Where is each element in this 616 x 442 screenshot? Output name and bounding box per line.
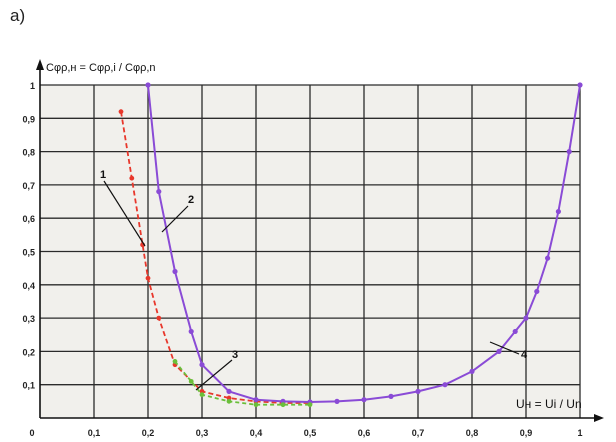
- y-axis-label: Cφρ,н = Cφρ,i / Cφρ,n: [46, 62, 156, 74]
- series-2-point: [388, 393, 394, 399]
- annotation-leader: [489, 341, 520, 355]
- series-2-point: [188, 328, 194, 335]
- y-tick-label: 0,5: [22, 248, 35, 258]
- x-tick-label: 0,8: [466, 428, 479, 438]
- series-2-point: [145, 82, 151, 88]
- y-tick-label: 1: [30, 81, 35, 91]
- chart-grid: [40, 84, 581, 418]
- series-1-point: [156, 315, 162, 321]
- annotation-label: 1: [100, 169, 106, 181]
- x-axis-arrow: [594, 414, 604, 422]
- series-2-point: [280, 398, 286, 404]
- series-2-point: [496, 348, 502, 354]
- series-1-point: [226, 395, 232, 401]
- series-3-point: [307, 402, 313, 408]
- y-tick-label: 0,3: [22, 314, 35, 324]
- x-tick-label: 0,7: [412, 428, 425, 438]
- series-1-point: [145, 275, 151, 281]
- y-tick-label: 0,6: [22, 214, 35, 224]
- series-3-point: [226, 398, 232, 404]
- x-tick-label: 0,6: [358, 428, 371, 438]
- series-2-point: [156, 188, 162, 195]
- series-2-point: [534, 288, 540, 295]
- annotation-label: 2: [188, 194, 194, 206]
- chart-axes: [36, 59, 604, 422]
- series-3-point: [253, 402, 259, 408]
- series-2-point: [361, 397, 367, 403]
- y-tick-label: 0,2: [22, 347, 35, 357]
- series-2-point: [545, 255, 551, 261]
- annotation-label: 3: [232, 349, 238, 361]
- y-tick-label: 0,7: [22, 181, 35, 191]
- chart-tick-labels: 0 0,1 0,2 0,3 0,4 0,5 0,6 0,7 0,8 0,9 1 0,1 0,2 0,3 0,…: [22, 81, 582, 438]
- series-2-point: [226, 388, 232, 394]
- series-2-point: [334, 398, 340, 404]
- annotation-leader: [161, 205, 189, 233]
- chart-annotations: 1 2 3 4: [100, 169, 528, 391]
- x-tick-label: 0,9: [520, 428, 533, 438]
- series-3-point: [172, 358, 178, 364]
- y-tick-label: 0,8: [22, 148, 35, 158]
- x-tick-label: 0,1: [88, 428, 101, 438]
- series-1-point: [129, 175, 135, 181]
- x-tick-label: 0: [29, 428, 34, 438]
- series-1-point: [118, 109, 124, 115]
- series-2-point: [469, 368, 475, 374]
- x-tick-label: 0,4: [250, 428, 263, 438]
- annotation-leader: [103, 180, 146, 247]
- y-tick-label: 0,1: [22, 381, 35, 391]
- series-2-point: [172, 268, 178, 275]
- series-2-point: [577, 82, 583, 88]
- y-axis-arrow: [36, 59, 44, 70]
- series-2-point: [415, 388, 421, 394]
- series-2-point: [199, 362, 205, 368]
- panel-label: a): [10, 6, 26, 25]
- y-tick-label: 0,4: [22, 281, 35, 291]
- series-3-point: [199, 392, 205, 398]
- series-2-point: [555, 208, 562, 215]
- series-2-point: [253, 397, 259, 403]
- annotation-leader: [195, 359, 233, 391]
- chart-series: [118, 82, 583, 408]
- x-tick-label: 0,3: [196, 428, 209, 438]
- y-tick-label: 0,9: [22, 114, 35, 124]
- series-3-point: [188, 378, 194, 384]
- series-2-point: [442, 382, 448, 388]
- x-tick-label: 0,5: [304, 428, 317, 438]
- series-3-point: [280, 402, 286, 408]
- series-2-point: [512, 328, 518, 335]
- x-axis-label: Uн = Ui / Un: [516, 397, 582, 411]
- x-tick-label: 0,2: [142, 428, 155, 438]
- series-2-point: [523, 315, 529, 321]
- annotation-label: 4: [521, 349, 528, 361]
- series-1-point: [199, 388, 205, 394]
- x-tick-label: 1: [577, 428, 582, 438]
- series-2-point: [566, 149, 572, 155]
